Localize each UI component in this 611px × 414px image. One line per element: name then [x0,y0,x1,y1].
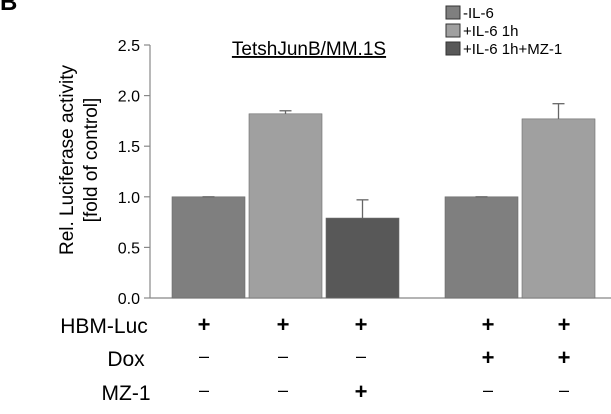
bars [171,103,596,299]
panel-label: B [0,0,17,16]
condition-plus: + [558,312,571,337]
bar [325,217,400,299]
condition-label: HBM-Luc [60,315,148,338]
condition-minus: – [278,346,288,366]
condition-label: MZ-1 [102,382,151,405]
legend-swatch [445,23,461,38]
legend-label: -IL-6 [463,5,494,22]
condition-plus: + [558,345,571,370]
condition-plus: + [355,312,368,337]
legend-label: +IL-6 1h [463,23,518,40]
condition-minus: – [199,380,209,400]
condition-table: HBM-Luc + + + + + Dox – – – + + MZ-1 – – + – – [60,312,570,405]
y-axis-title-line-1: Rel. Luciferase activity [57,64,78,255]
condition-plus: + [482,345,495,370]
condition-label: Dox [107,348,145,371]
condition-plus: + [277,312,290,337]
condition-minus: – [199,346,209,366]
condition-plus: + [355,379,368,404]
y-tick-label: 2.0 [118,89,140,106]
legend-swatch [445,41,461,56]
y-tick-label: 0.5 [118,240,140,257]
bar [248,113,323,299]
condition-plus: + [198,312,211,337]
legend-label: +IL-6 1h+MZ-1 [463,41,562,58]
y-tick-label: 1.0 [118,190,140,207]
y-axis-title-line-2: [fold of control] [81,98,102,223]
condition-minus: – [559,380,569,400]
condition-minus: – [278,380,288,400]
bar [171,196,246,299]
legend: -IL-6+IL-6 1h+IL-6 1h+MZ-1 [445,5,562,58]
bar [521,118,596,299]
chart-title: TetshJunB/MM.1S [232,39,386,60]
bar [444,196,519,299]
condition-plus: + [482,312,495,337]
condition-minus: – [483,380,493,400]
y-tick-label: 0.0 [118,291,140,308]
y-tick-label: 2.5 [118,38,140,55]
y-axis-title: Rel. Luciferase activity [fold of contro… [57,64,102,255]
legend-swatch [445,5,461,20]
condition-minus: – [356,346,366,366]
y-tick-label: 1.5 [118,139,140,156]
